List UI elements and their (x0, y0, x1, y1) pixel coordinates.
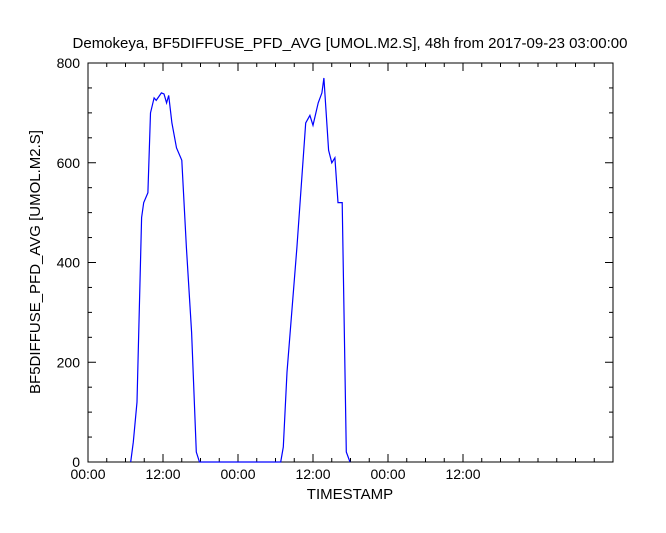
series-line (130, 77, 351, 463)
y-tick-label: 0 (72, 454, 80, 470)
x-axis: 00:00 12:00 00:00 12:00 00:00 12:00 (70, 63, 614, 482)
y-tick-label: 800 (57, 55, 81, 71)
y-axis: 0 200 400 600 800 (57, 55, 613, 470)
y-tick-label: 200 (57, 354, 81, 370)
y-tick-label: 400 (57, 255, 81, 271)
y-tick-label: 600 (57, 155, 81, 171)
x-tick-label: 12:00 (295, 466, 330, 482)
x-tick-label: 12:00 (445, 466, 480, 482)
plot-area: 00:00 12:00 00:00 12:00 00:00 12:00 0 200 400 60… (57, 55, 614, 482)
x-tick-label: 00:00 (370, 466, 405, 482)
x-tick-label: 00:00 (220, 466, 255, 482)
y-axis-label: BF5DIFFUSE_PFD_AVG [UMOL.M2.S] (27, 130, 44, 394)
x-tick-label: 00:00 (70, 466, 105, 482)
x-axis-label: TIMESTAMP (307, 486, 393, 503)
series-group (130, 77, 351, 463)
chart-title: Demokeya, BF5DIFFUSE_PFD_AVG [UMOL.M2.S]… (73, 35, 628, 52)
plot-frame (87, 62, 614, 463)
x-tick-label: 12:00 (145, 466, 180, 482)
